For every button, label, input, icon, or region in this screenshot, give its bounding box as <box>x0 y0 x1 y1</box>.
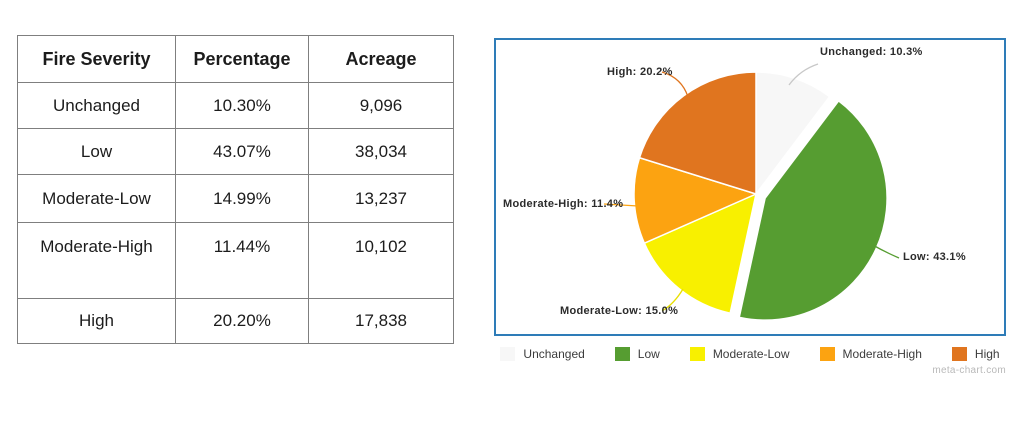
cell-severity: Low <box>17 128 176 175</box>
pie-chart-panel <box>494 38 1006 336</box>
pie-label-moderate-low: Moderate-Low: 15.0% <box>560 305 679 317</box>
legend-label: Unchanged <box>523 347 585 361</box>
pie-label-moderate-high: Moderate-High: 11.4% <box>503 198 624 210</box>
cell-acreage: 38,034 <box>308 128 454 175</box>
cell-percentage: 20.20% <box>175 298 309 344</box>
cell-percentage: 14.99% <box>175 174 309 223</box>
col-header-acreage: Acreage <box>308 35 454 83</box>
cell-severity: High <box>17 298 176 344</box>
cell-severity: Moderate-High <box>17 222 176 299</box>
legend-item-moderate-low: Moderate-Low <box>689 347 790 361</box>
legend-label: Moderate-Low <box>712 347 790 361</box>
legend-item-moderate-high: Moderate-High <box>819 347 922 361</box>
table-row: Moderate-Low 14.99% 13,237 <box>17 174 454 223</box>
table-header-row: Fire Severity Percentage Acreage <box>17 35 454 83</box>
legend-item-unchanged: Unchanged <box>500 347 585 361</box>
legend-label: High <box>974 347 1000 361</box>
legend-item-low: Low <box>614 347 660 361</box>
cell-percentage: 43.07% <box>175 128 309 175</box>
cell-acreage: 10,102 <box>308 222 454 299</box>
table-row: Moderate-High 11.44% 10,102 <box>17 222 454 299</box>
table-row: Low 43.07% 38,034 <box>17 128 454 175</box>
table-row: Unchanged 10.30% 9,096 <box>17 82 454 129</box>
legend-swatch-high <box>951 347 967 361</box>
cell-acreage: 9,096 <box>308 82 454 129</box>
pie-label-low: Low: 43.1% <box>903 251 966 263</box>
meta-chart-watermark: meta-chart.com <box>932 365 1006 376</box>
col-header-percentage: Percentage <box>175 35 309 83</box>
table-row: High 20.20% 17,838 <box>17 298 454 344</box>
cell-severity: Unchanged <box>17 82 176 129</box>
legend-item-high: High <box>951 347 1000 361</box>
fire-severity-table: Fire Severity Percentage Acreage Unchang… <box>17 35 454 344</box>
legend-label: Moderate-High <box>842 347 922 361</box>
cell-acreage: 17,838 <box>308 298 454 344</box>
legend-label: Low <box>637 347 660 361</box>
legend-swatch-low <box>614 347 630 361</box>
legend-swatch-unchanged <box>500 347 516 361</box>
cell-percentage: 11.44% <box>175 222 309 299</box>
cell-severity: Moderate-Low <box>17 174 176 223</box>
legend-swatch-moderate-high <box>819 347 835 361</box>
cell-acreage: 13,237 <box>308 174 454 223</box>
col-header-fire-severity: Fire Severity <box>17 35 176 83</box>
pie-label-high: High: 20.2% <box>607 66 673 78</box>
pie-label-unchanged: Unchanged: 10.3% <box>820 46 923 58</box>
chart-legend: Unchanged Low Moderate-Low Moderate-High… <box>494 344 1006 364</box>
legend-swatch-moderate-low <box>689 347 705 361</box>
cell-percentage: 10.30% <box>175 82 309 129</box>
